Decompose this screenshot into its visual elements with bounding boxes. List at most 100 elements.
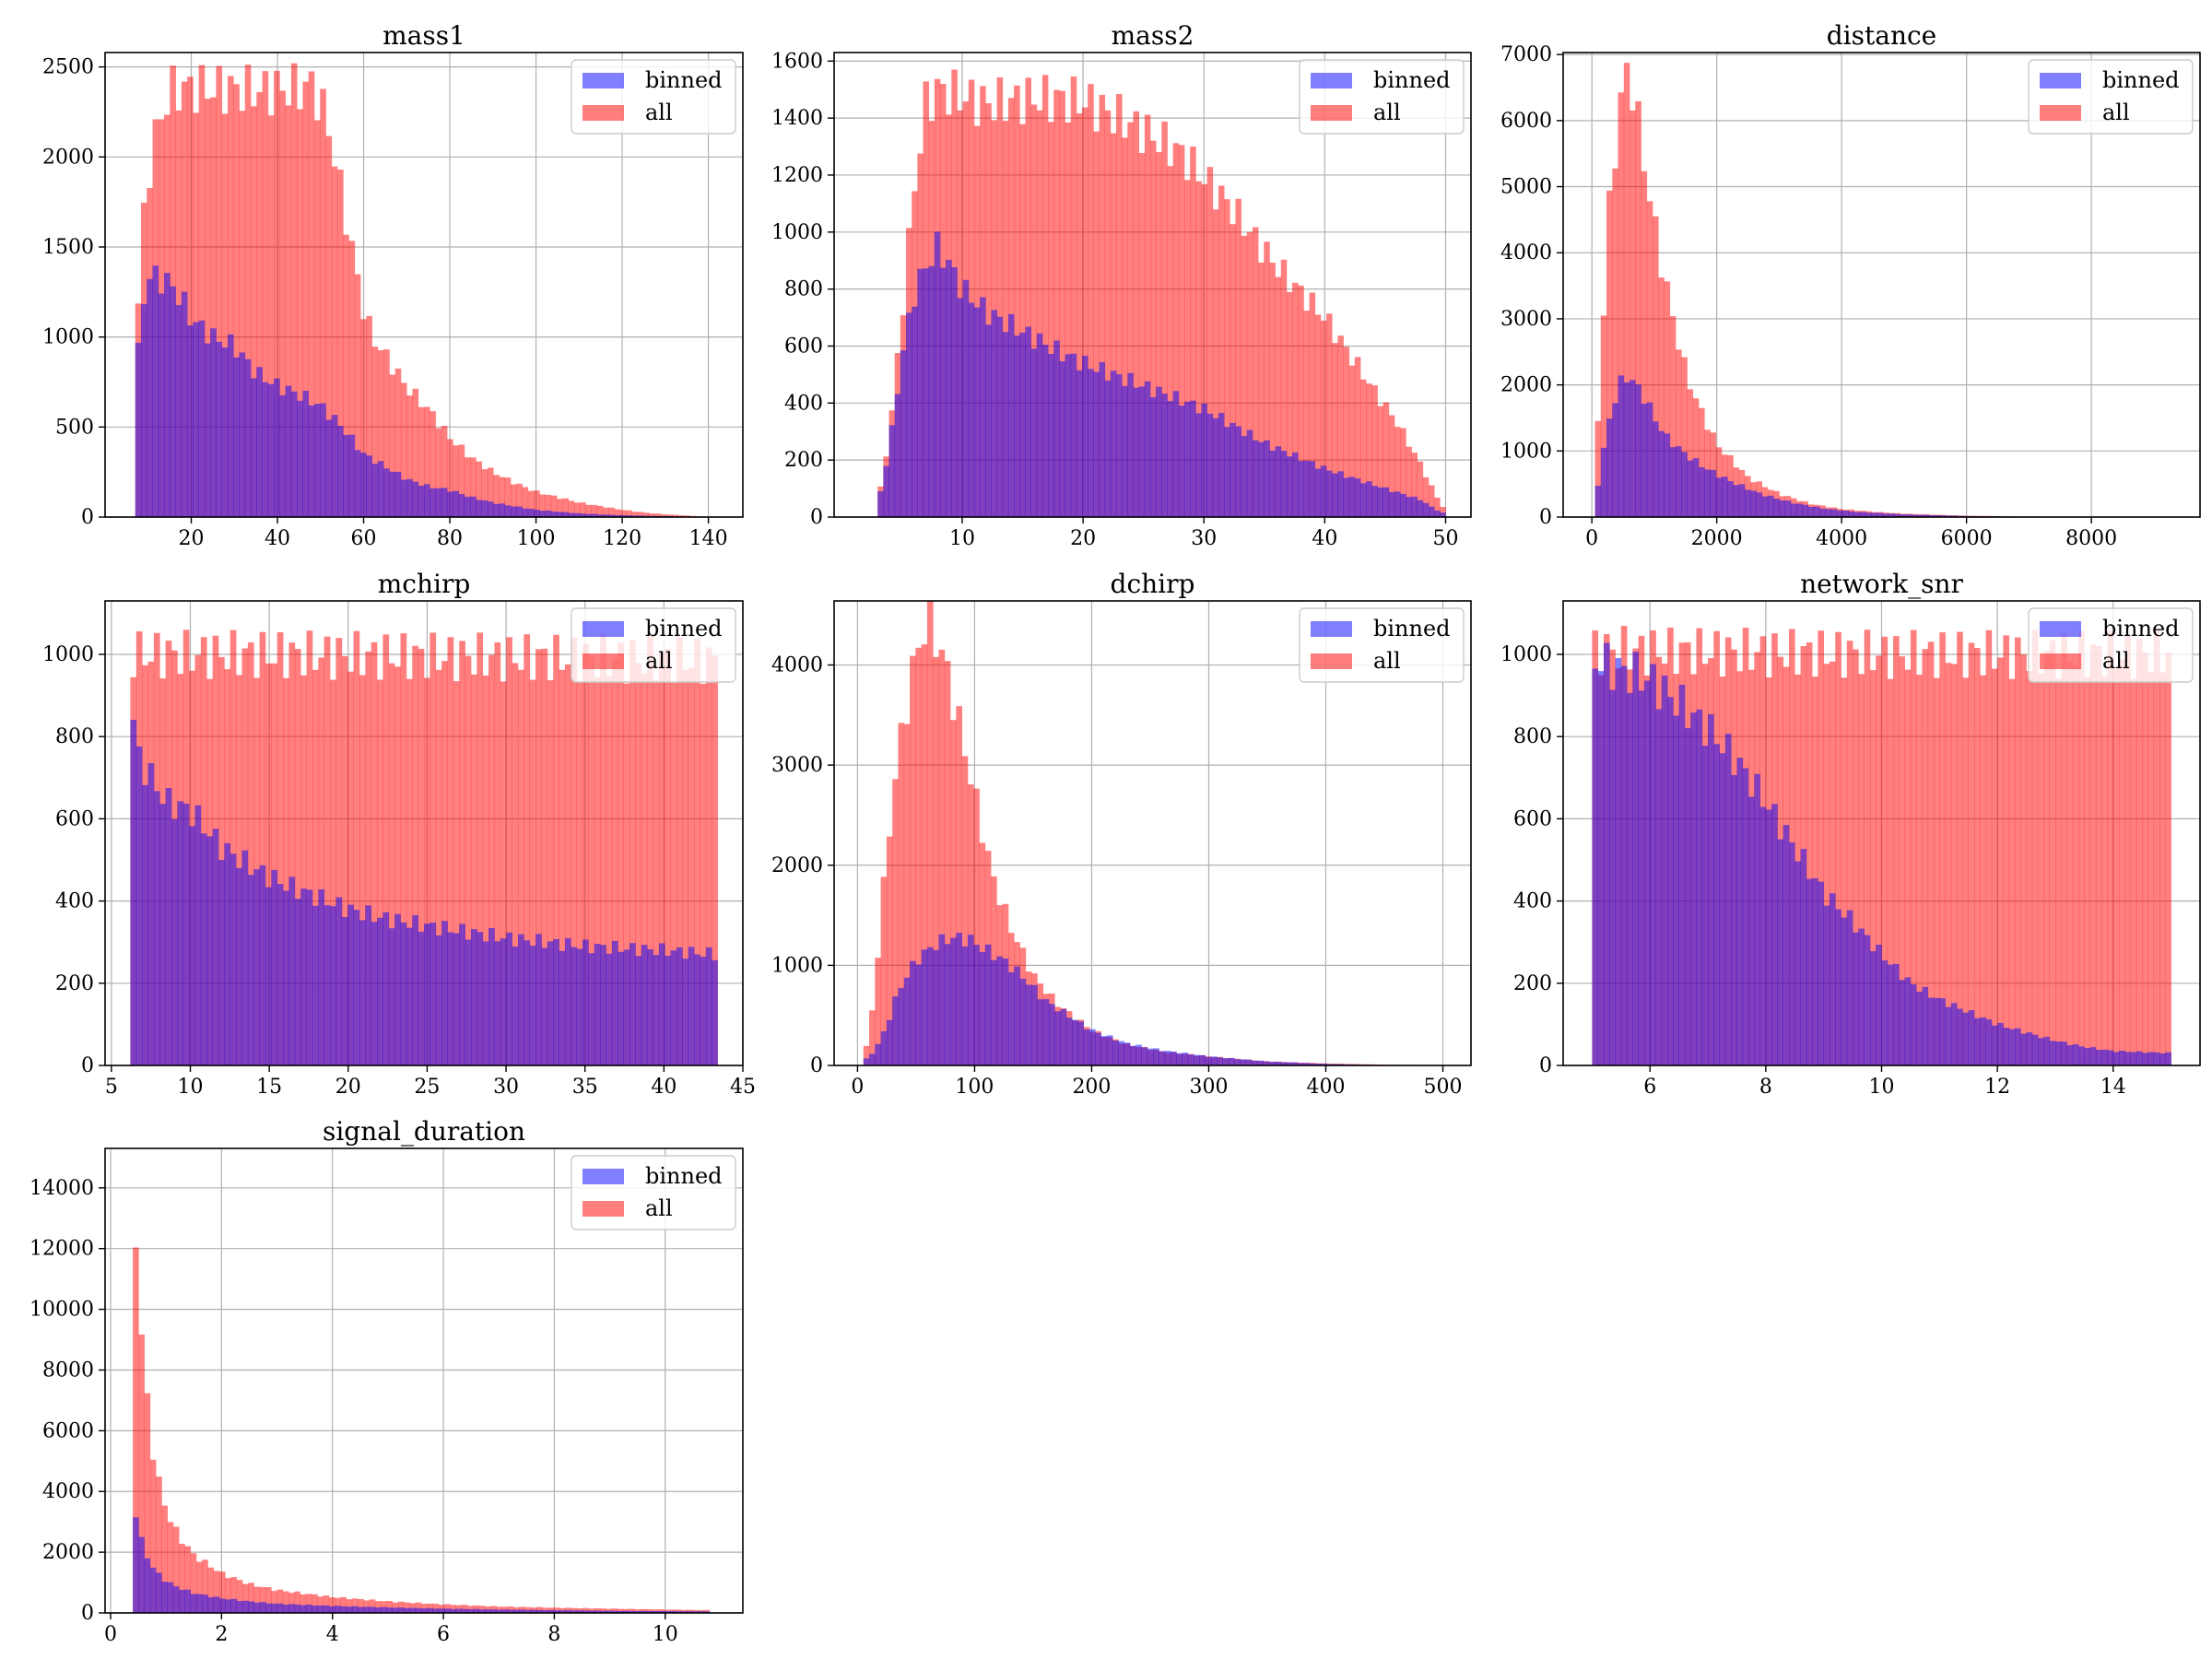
histogram-bar-binned bbox=[323, 1605, 330, 1613]
histogram-bar-binned bbox=[529, 946, 536, 1065]
histogram-bar-binned bbox=[1738, 484, 1746, 517]
histogram-bar-binned bbox=[161, 1582, 168, 1613]
histogram-bar-binned bbox=[950, 937, 957, 1065]
histogram-bar-binned bbox=[1638, 690, 1645, 1065]
histogram-bar-binned bbox=[1899, 980, 1905, 1065]
subplot-title: mass2 bbox=[1112, 20, 1194, 51]
histogram-bar-binned bbox=[341, 916, 348, 1065]
histogram-bar-all bbox=[529, 679, 536, 1065]
histogram-bar-binned bbox=[680, 1611, 688, 1613]
histogram-bar-binned bbox=[179, 1589, 185, 1613]
histogram-bar-binned bbox=[2031, 1034, 2039, 1065]
legend-label-binned: binned bbox=[1373, 67, 1451, 93]
histogram-bar-binned bbox=[1241, 436, 1248, 517]
histogram-bar-binned bbox=[1041, 345, 1049, 517]
histogram-bar-all bbox=[898, 723, 905, 1065]
histogram-bar-binned bbox=[1630, 380, 1636, 517]
histogram-bar-all bbox=[1252, 227, 1259, 517]
histogram-bar-binned bbox=[1110, 371, 1117, 517]
histogram-bar-binned bbox=[1812, 877, 1818, 1065]
histogram-bar-binned bbox=[1014, 966, 1020, 1065]
histogram-bar-binned bbox=[1321, 1064, 1328, 1065]
histogram-bar-binned bbox=[2043, 1036, 2051, 1065]
histogram-bar-binned bbox=[1819, 508, 1826, 517]
histogram-bar-all bbox=[459, 641, 465, 1065]
histogram-bar-binned bbox=[397, 1607, 405, 1613]
legend-label-binned: binned bbox=[645, 1163, 723, 1189]
histogram-bar-all bbox=[629, 1608, 635, 1613]
histogram-bar-all bbox=[1864, 629, 1871, 1065]
histogram-bar-all bbox=[1195, 181, 1202, 517]
histogram-bar-binned bbox=[1019, 332, 1026, 517]
y-tick-label: 10000 bbox=[29, 1299, 94, 1322]
histogram-bar-all bbox=[488, 654, 495, 1065]
histogram-bar-binned bbox=[917, 268, 924, 517]
histogram-bar-all bbox=[1264, 241, 1270, 517]
histogram-bar-all bbox=[412, 388, 419, 517]
x-tick-label: 200 bbox=[1072, 1076, 1111, 1099]
histogram-bar-binned bbox=[427, 1607, 433, 1613]
histogram-bar-binned bbox=[165, 788, 172, 1065]
histogram-bar-all bbox=[2014, 637, 2021, 1065]
histogram-bar-all bbox=[1036, 110, 1043, 517]
histogram-bar-all bbox=[418, 406, 425, 517]
histogram-bar-binned bbox=[317, 1605, 324, 1613]
x-tick-label: 30 bbox=[1191, 527, 1217, 550]
histogram-bar-binned bbox=[620, 514, 627, 517]
histogram-bar-binned bbox=[1661, 675, 1668, 1065]
histogram-bar-all bbox=[465, 655, 472, 1065]
histogram-bar-binned bbox=[164, 273, 171, 517]
histogram-bar-all bbox=[631, 512, 639, 517]
histogram-bar-all bbox=[300, 1594, 307, 1613]
histogram-bar-binned bbox=[1968, 1010, 1975, 1065]
histogram-bar-binned bbox=[210, 328, 217, 517]
histogram-bar-all bbox=[582, 1607, 589, 1613]
histogram-bar-binned bbox=[276, 884, 284, 1065]
legend-label-all: all bbox=[1373, 648, 1401, 674]
x-tick-label: 14 bbox=[2100, 1076, 2126, 1099]
legend-swatch-binned bbox=[2040, 73, 2081, 88]
legend-swatch-binned bbox=[2040, 621, 2081, 637]
legend-swatch-binned bbox=[582, 621, 624, 637]
histogram-bar-binned bbox=[510, 506, 517, 517]
histogram-bar-binned bbox=[335, 897, 343, 1065]
histogram-bar-binned bbox=[429, 488, 436, 517]
histogram-bar-binned bbox=[135, 342, 142, 517]
y-tick-label: 1600 bbox=[771, 50, 823, 73]
histogram-bar-binned bbox=[1788, 842, 1795, 1065]
histogram-bar-binned bbox=[337, 426, 344, 517]
histogram-bar-all bbox=[312, 669, 319, 1065]
histogram-bar-all bbox=[1292, 282, 1299, 517]
histogram-bar-binned bbox=[1167, 401, 1174, 517]
histogram-bar-binned bbox=[646, 1611, 653, 1613]
histogram-bar-all bbox=[476, 461, 483, 517]
histogram-bar-all bbox=[331, 166, 338, 517]
histogram-bar-binned bbox=[265, 1603, 272, 1613]
x-tick-label: 50 bbox=[1432, 527, 1458, 550]
histogram-bar-all bbox=[658, 653, 665, 1065]
histogram-bar-binned bbox=[705, 947, 712, 1065]
histogram-bar-binned bbox=[1182, 1053, 1189, 1065]
histogram-bar-all bbox=[1858, 674, 1865, 1065]
histogram-bar-binned bbox=[1135, 1044, 1142, 1065]
histogram-bar-all bbox=[499, 477, 506, 517]
y-tick-label: 1400 bbox=[771, 107, 823, 130]
histogram-bar-binned bbox=[886, 1019, 893, 1065]
histogram-bar-all bbox=[1258, 262, 1265, 517]
histogram-bar-binned bbox=[1794, 861, 1801, 1065]
y-tick-label: 200 bbox=[784, 449, 823, 472]
histogram-bar-all bbox=[487, 467, 494, 517]
histogram-bar-all bbox=[1841, 677, 1848, 1065]
histogram-bar-binned bbox=[545, 510, 552, 517]
histogram-bar-binned bbox=[241, 1600, 249, 1613]
histogram-bar-binned bbox=[1721, 477, 1728, 517]
histogram-bar-binned bbox=[1681, 452, 1688, 517]
x-tick-label: 40 bbox=[651, 1076, 677, 1099]
histogram-bar-all bbox=[504, 477, 512, 517]
histogram-bar-binned bbox=[1315, 1064, 1322, 1065]
histogram-bar-binned bbox=[1093, 371, 1100, 517]
histogram-bar-binned bbox=[218, 859, 225, 1065]
y-tick-label: 400 bbox=[55, 890, 94, 913]
histogram-bar-binned bbox=[248, 1601, 254, 1613]
legend-swatch-all bbox=[1311, 105, 1352, 121]
